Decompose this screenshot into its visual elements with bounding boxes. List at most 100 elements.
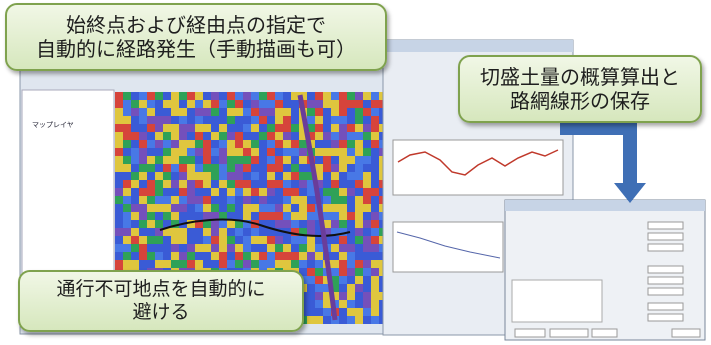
callout-top: 始終点および経由点の指定で 自動的に経路発生（手動描画も可） bbox=[5, 3, 387, 71]
map-cell bbox=[275, 140, 283, 148]
map-cell bbox=[139, 132, 147, 140]
map-cell bbox=[179, 156, 187, 164]
map-cell bbox=[171, 132, 179, 140]
map-cell bbox=[155, 116, 163, 124]
map-cell bbox=[363, 196, 371, 204]
map-cell bbox=[355, 316, 363, 324]
map-cell bbox=[339, 276, 347, 284]
map-cell bbox=[299, 132, 307, 140]
map-cell bbox=[267, 164, 275, 172]
button[interactable] bbox=[514, 328, 546, 338]
map-cell bbox=[235, 100, 243, 108]
map-cell bbox=[115, 116, 123, 124]
map-cell bbox=[163, 228, 171, 236]
map-cell bbox=[291, 92, 299, 100]
map-cell bbox=[131, 212, 139, 220]
map-cell bbox=[251, 132, 259, 140]
map-cell bbox=[243, 92, 251, 100]
map-cell bbox=[339, 196, 347, 204]
map-cell bbox=[227, 140, 235, 148]
map-cell bbox=[323, 316, 331, 324]
map-cell bbox=[123, 260, 131, 268]
map-cell bbox=[307, 196, 315, 204]
map-cell bbox=[235, 180, 243, 188]
map-cell bbox=[315, 268, 323, 276]
dialog-fields bbox=[514, 221, 701, 338]
map-cell bbox=[355, 260, 363, 268]
map-cell bbox=[171, 204, 179, 212]
map-cell bbox=[275, 212, 283, 220]
map-cell bbox=[371, 196, 379, 204]
map-cell bbox=[291, 244, 299, 252]
map-cell bbox=[179, 172, 187, 180]
map-cell bbox=[371, 180, 379, 188]
map-cell bbox=[339, 284, 347, 292]
map-cell bbox=[219, 196, 227, 204]
map-cell bbox=[267, 252, 275, 260]
map-cell bbox=[275, 188, 283, 196]
map-cell bbox=[291, 260, 299, 268]
map-cell bbox=[307, 116, 315, 124]
map-cell bbox=[163, 172, 171, 180]
map-cell bbox=[163, 252, 171, 260]
map-cell bbox=[171, 252, 179, 260]
map-cell bbox=[115, 132, 123, 140]
map-cell bbox=[315, 228, 323, 236]
map-cell bbox=[147, 228, 155, 236]
map-cell bbox=[331, 92, 339, 100]
map-cell bbox=[363, 108, 371, 116]
map-cell bbox=[299, 92, 307, 100]
map-cell bbox=[275, 124, 283, 132]
map-cell bbox=[243, 108, 251, 116]
map-cell bbox=[267, 108, 275, 116]
button[interactable] bbox=[549, 328, 589, 338]
map-cell bbox=[347, 124, 355, 132]
map-cell bbox=[123, 132, 131, 140]
map-cell bbox=[227, 164, 235, 172]
map-cell bbox=[187, 212, 195, 220]
map-cell bbox=[147, 172, 155, 180]
map-cell bbox=[115, 220, 123, 228]
map-cell bbox=[115, 108, 123, 116]
map-cell bbox=[339, 260, 347, 268]
map-cell bbox=[195, 196, 203, 204]
map-cell bbox=[115, 140, 123, 148]
map-cell bbox=[195, 172, 203, 180]
map-cell bbox=[195, 92, 203, 100]
map-cell bbox=[371, 268, 379, 276]
map-cell bbox=[219, 140, 227, 148]
callout-line: 路網線形の保存 bbox=[510, 89, 650, 113]
map-cell bbox=[123, 140, 131, 148]
map-cell bbox=[123, 252, 131, 260]
map-cell bbox=[339, 100, 347, 108]
map-cell bbox=[179, 196, 187, 204]
map-cell bbox=[187, 228, 195, 236]
map-cell bbox=[219, 260, 227, 268]
map-cell bbox=[203, 188, 211, 196]
map-cell bbox=[147, 212, 155, 220]
map-cell bbox=[363, 188, 371, 196]
map-cell bbox=[235, 236, 243, 244]
button[interactable] bbox=[591, 328, 618, 338]
map-cell bbox=[323, 100, 331, 108]
map-cell bbox=[211, 220, 219, 228]
map-cell bbox=[203, 92, 211, 100]
button[interactable] bbox=[671, 328, 701, 338]
map-cell bbox=[323, 180, 331, 188]
map-cell bbox=[123, 100, 131, 108]
map-cell bbox=[211, 92, 219, 100]
map-cell bbox=[235, 148, 243, 156]
map-cell bbox=[163, 204, 171, 212]
callout-line: 自動的に経路発生（手動描画も可） bbox=[36, 37, 356, 61]
map-cell bbox=[307, 284, 315, 292]
map-cell bbox=[259, 220, 267, 228]
map-cell bbox=[171, 244, 179, 252]
profile-chart bbox=[392, 139, 564, 196]
map-cell bbox=[371, 292, 379, 300]
map-cell bbox=[131, 124, 139, 132]
map-cell bbox=[131, 252, 139, 260]
map-cell bbox=[147, 116, 155, 124]
map-cell bbox=[323, 164, 331, 172]
map-cell bbox=[355, 132, 363, 140]
map-cell bbox=[147, 260, 155, 268]
